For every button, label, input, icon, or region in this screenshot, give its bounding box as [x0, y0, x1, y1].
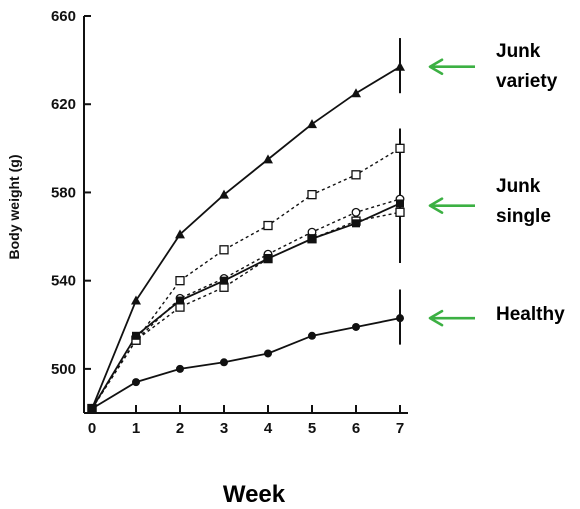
circle-marker: [352, 322, 360, 331]
square-marker: [308, 234, 316, 243]
series-line-2: [91, 198, 401, 409]
x-tick-label: 5: [308, 420, 316, 437]
y-axis-label: Body weight (g): [6, 155, 22, 260]
triangle-marker: [219, 189, 229, 199]
square-marker: [352, 219, 360, 228]
x-axis-ticks: 0 1 2 3 4 5 6 7: [88, 405, 404, 437]
x-tick-label: 2: [176, 420, 184, 437]
y-axis-ticks: 500 540 580 620 660: [51, 8, 91, 378]
circle-marker: [220, 358, 228, 367]
x-axis-label: Week: [223, 481, 286, 508]
annotation-label: Junk: [496, 41, 541, 62]
triangle-marker: [307, 119, 317, 129]
x-tick-label: 3: [220, 420, 228, 437]
series-line-5: [91, 317, 401, 410]
circle-marker: [264, 349, 272, 358]
annotation-label: single: [496, 206, 551, 227]
x-tick-label: 4: [264, 420, 273, 437]
square-marker: [220, 276, 228, 285]
circle-marker: [351, 207, 361, 217]
circle-marker: [176, 364, 184, 373]
triangle-marker: [131, 295, 141, 305]
circle-marker: [396, 314, 404, 323]
triangle-marker: [175, 229, 185, 239]
square-marker: [307, 189, 317, 200]
y-tick-label: 500: [51, 361, 76, 378]
x-tick-label: 6: [352, 420, 360, 437]
series-line-1: [91, 147, 401, 409]
square-marker: [395, 143, 405, 153]
circle-marker: [88, 404, 96, 413]
series-line-4: [91, 202, 401, 410]
arrow-head: [428, 58, 444, 76]
square-marker: [263, 220, 273, 231]
square-marker: [175, 276, 185, 286]
triangle-marker: [351, 88, 361, 98]
circle-marker: [308, 331, 316, 340]
square-marker: [264, 254, 272, 263]
y-tick-label: 620: [51, 96, 76, 113]
triangle-marker: [263, 154, 273, 164]
annotation-label: Healthy: [496, 304, 565, 325]
annotation-label: variety: [496, 71, 558, 92]
series-line-3: [91, 211, 401, 409]
x-tick-label: 7: [396, 420, 404, 437]
square-marker: [132, 331, 140, 340]
arrow-head: [428, 197, 444, 214]
series-lines: [91, 65, 401, 410]
square-marker: [219, 245, 229, 255]
arrow-head: [428, 309, 444, 327]
annotations: Junk variety Junk single Healthy: [428, 41, 565, 327]
y-tick-label: 540: [51, 273, 76, 290]
square-marker: [176, 296, 184, 305]
y-tick-label: 580: [51, 184, 76, 201]
square-marker: [396, 199, 404, 208]
circle-marker: [132, 378, 140, 387]
square-marker: [395, 207, 405, 217]
series-line-0: [91, 65, 401, 409]
annotation-label: Junk: [496, 176, 541, 197]
y-tick-label: 660: [51, 8, 76, 25]
triangle-marker: [395, 61, 405, 71]
x-tick-label: 0: [88, 420, 96, 437]
series-markers: [87, 61, 405, 414]
x-tick-label: 1: [132, 420, 140, 437]
square-marker: [351, 170, 361, 180]
